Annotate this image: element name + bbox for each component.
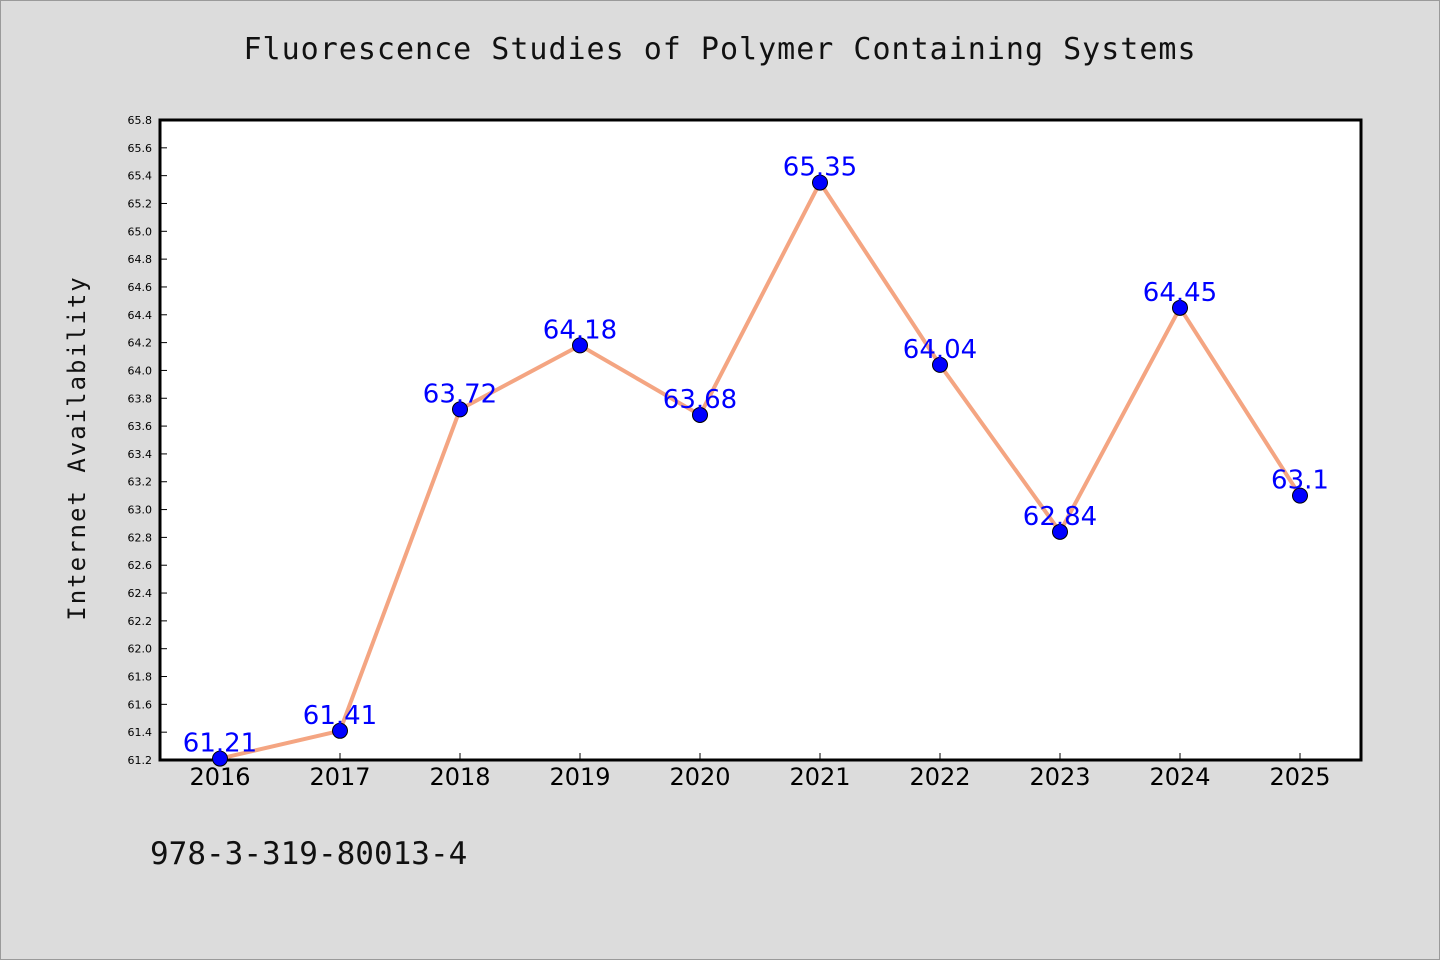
data-label: 61.41 bbox=[303, 701, 377, 731]
y-tick-label: 61.6 bbox=[128, 698, 153, 711]
y-tick-label: 65.0 bbox=[128, 225, 153, 238]
data-label: 63.1 bbox=[1271, 466, 1329, 496]
data-point bbox=[932, 356, 948, 373]
data-label: 61.21 bbox=[183, 729, 257, 759]
y-axis-ticks: 61.2 61.4 61.6 61.8 62.0 62.2 62.4 62.6 62.8 63.0… bbox=[128, 114, 167, 767]
x-tick-label: 2018 bbox=[429, 763, 490, 791]
x-tick-label: 2016 bbox=[189, 763, 250, 791]
data-point bbox=[1292, 487, 1308, 504]
series-layer: 61.21 61.41 63.72 64.18 63.68 65.35 64.04 62.84… bbox=[183, 153, 1329, 767]
y-tick-label: 61.2 bbox=[128, 754, 153, 767]
isbn-code: 978-3-319-80013-4 bbox=[150, 836, 468, 872]
x-tick-label: 2025 bbox=[1269, 763, 1330, 791]
y-tick-label: 64.8 bbox=[128, 253, 153, 266]
x-tick-label: 2023 bbox=[1029, 763, 1090, 791]
y-tick-label: 64.0 bbox=[128, 364, 153, 377]
y-tick-label: 63.0 bbox=[128, 504, 153, 517]
y-tick-label: 62.2 bbox=[128, 615, 153, 628]
data-point bbox=[452, 401, 468, 418]
data-point bbox=[572, 337, 588, 354]
y-tick-label: 64.4 bbox=[128, 309, 153, 322]
y-tick-label: 65.4 bbox=[128, 170, 153, 183]
y-tick-label: 61.4 bbox=[128, 726, 153, 739]
data-label: 63.72 bbox=[423, 379, 497, 409]
data-point bbox=[1172, 299, 1188, 316]
x-tick-label: 2020 bbox=[669, 763, 730, 791]
data-label: 65.35 bbox=[783, 153, 857, 183]
data-point bbox=[692, 406, 708, 423]
y-tick-label: 61.8 bbox=[128, 671, 153, 684]
data-label: 63.68 bbox=[663, 385, 737, 415]
data-label: 64.18 bbox=[543, 315, 617, 345]
y-tick-label: 64.2 bbox=[128, 337, 153, 350]
data-label: 64.04 bbox=[903, 335, 977, 365]
y-tick-label: 63.4 bbox=[128, 448, 153, 461]
y-axis-label: Internet Availability bbox=[63, 275, 91, 621]
plot-area bbox=[158, 118, 1363, 762]
data-point bbox=[812, 174, 828, 191]
y-tick-label: 63.8 bbox=[128, 392, 153, 405]
y-tick-label: 62.6 bbox=[128, 559, 153, 572]
x-tick-label: 2024 bbox=[1149, 763, 1210, 791]
chart-title: Fluorescence Studies of Polymer Containi… bbox=[243, 32, 1197, 67]
y-tick-label: 64.6 bbox=[128, 281, 153, 294]
data-label: 64.45 bbox=[1143, 278, 1217, 308]
series-line bbox=[219, 178, 1302, 761]
y-tick-label: 65.6 bbox=[128, 142, 153, 155]
data-label: 62.84 bbox=[1023, 502, 1097, 532]
y-tick-label: 62.8 bbox=[128, 531, 153, 544]
data-point bbox=[332, 722, 348, 739]
x-tick-label: 2022 bbox=[909, 763, 970, 791]
y-tick-label: 62.0 bbox=[128, 643, 153, 656]
y-tick-label: 63.2 bbox=[128, 476, 153, 489]
y-tick-label: 63.6 bbox=[128, 420, 153, 433]
y-tick-label: 62.4 bbox=[128, 587, 153, 600]
data-point bbox=[212, 750, 228, 767]
x-tick-label: 2019 bbox=[549, 763, 610, 791]
y-tick-label: 65.2 bbox=[128, 197, 153, 210]
y-tick-label: 65.8 bbox=[128, 114, 153, 127]
data-point bbox=[1052, 523, 1068, 540]
x-tick-label: 2017 bbox=[309, 763, 370, 791]
x-tick-label: 2021 bbox=[789, 763, 850, 791]
x-axis-ticks: 2016 2017 2018 2019 2020 2021 2022 2023 2024 2025 bbox=[189, 753, 1331, 791]
